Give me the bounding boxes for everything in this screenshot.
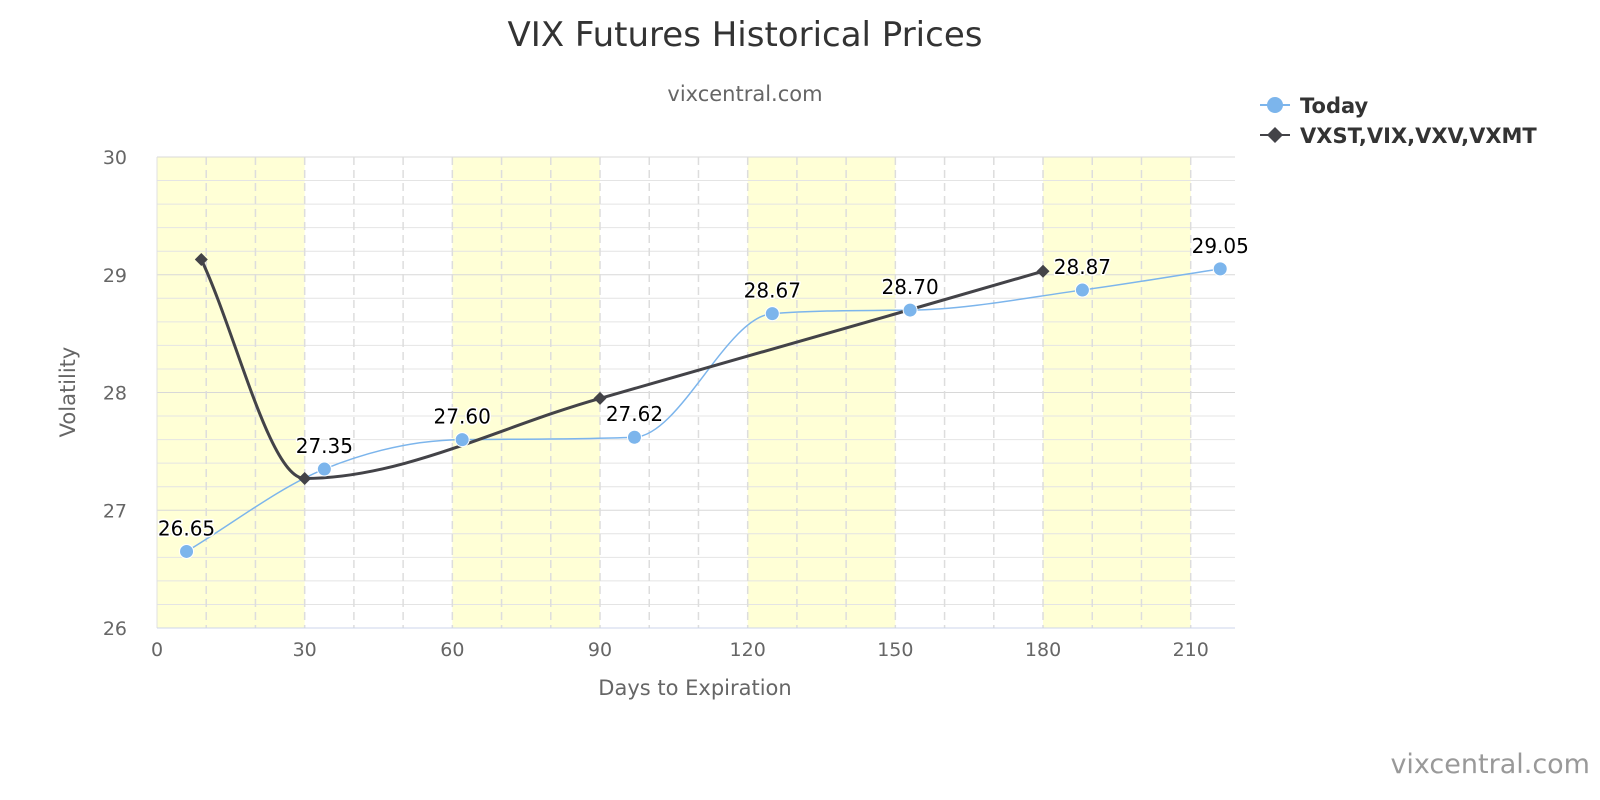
- x-tick-label: 90: [588, 639, 612, 661]
- data-labels: 26.65 27.35 27.60 27.62 28.67 28.70 28.87 29.05: [156, 232, 1250, 542]
- series: [179, 252, 1228, 559]
- point-term-structure[interactable]: [298, 471, 312, 485]
- y-axis-title: Volatility: [56, 347, 80, 438]
- legend-term-marker: [1267, 127, 1283, 143]
- legend-term-label: VXST,VIX,VXV,VXMT: [1300, 124, 1537, 148]
- x-tick-label: 210: [1173, 639, 1209, 661]
- point-today[interactable]: [316, 461, 332, 477]
- x-tick-label: 30: [293, 639, 317, 661]
- point-today[interactable]: [1074, 282, 1090, 298]
- x-tick-label: 60: [440, 639, 464, 661]
- legend-today-label: Today: [1300, 94, 1369, 118]
- point-term-structure[interactable]: [194, 252, 208, 266]
- x-tick-label: 150: [877, 639, 913, 661]
- y-tick-label: 27: [103, 500, 127, 522]
- point-term-structure[interactable]: [593, 391, 607, 405]
- point-today[interactable]: [764, 306, 780, 322]
- y-tick-label: 29: [103, 265, 127, 287]
- grid: [156, 156, 1235, 629]
- chart-subtitle: vixcentral.com: [667, 82, 822, 106]
- chart-title: VIX Futures Historical Prices: [508, 15, 983, 55]
- data-label-today: 28.67: [744, 279, 801, 303]
- legend-item-today[interactable]: Today: [1260, 94, 1369, 118]
- x-tick-label: 0: [151, 639, 163, 661]
- y-tick-label: 30: [103, 147, 127, 169]
- data-label-today: 28.70: [881, 275, 938, 299]
- point-today[interactable]: [1212, 261, 1228, 277]
- data-label-today: 26.65: [158, 516, 215, 540]
- data-label-today: 28.87: [1054, 255, 1111, 279]
- data-label-today: 27.60: [434, 405, 491, 429]
- legend-today-marker: [1267, 97, 1283, 113]
- point-today[interactable]: [626, 429, 642, 445]
- point-today[interactable]: [179, 543, 195, 559]
- point-today[interactable]: [454, 432, 470, 448]
- x-axis-title: Days to Expiration: [598, 676, 791, 700]
- point-term-structure[interactable]: [1036, 264, 1050, 278]
- data-label-today: 29.05: [1192, 234, 1249, 258]
- axes: 0 30 60 90 120 150 180 210 26 27 28 29 30: [103, 147, 1235, 661]
- x-tick-label: 120: [730, 639, 766, 661]
- y-tick-label: 28: [103, 383, 127, 405]
- legend-item-vxst-vix-vxv-vxmt[interactable]: VXST,VIX,VXV,VXMT: [1260, 124, 1537, 148]
- data-label-today: 27.62: [606, 402, 663, 426]
- y-tick-label: 26: [103, 618, 127, 640]
- credit-text[interactable]: vixcentral.com: [1390, 749, 1590, 780]
- legend: Today VXST,VIX,VXV,VXMT: [1260, 94, 1537, 148]
- series-term-structure-line: [199, 258, 1044, 480]
- x-tick-label: 180: [1025, 639, 1061, 661]
- data-label-today: 27.35: [296, 434, 353, 458]
- series-today-line: [186, 268, 1221, 553]
- point-today[interactable]: [902, 302, 918, 318]
